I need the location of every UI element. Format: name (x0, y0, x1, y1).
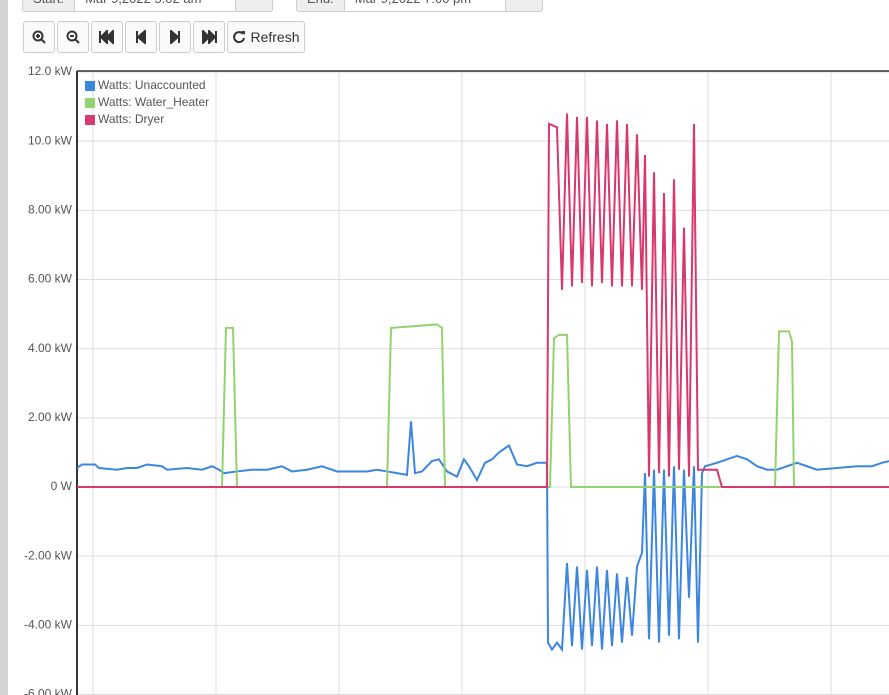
legend-swatch (85, 81, 95, 91)
start-input[interactable]: Mar 9,2022 5:02 am (75, 0, 237, 12)
last[interactable] (193, 21, 225, 53)
y-tick-label: 0 W (51, 479, 73, 493)
end-field: End: Mar 9,2022 7:00 pm (296, 0, 543, 12)
y-tick-label: 2.00 kW (28, 410, 73, 424)
start-calendar[interactable] (236, 0, 274, 12)
icon (233, 31, 246, 44)
icon (99, 30, 114, 44)
series-line (77, 113, 889, 488)
end-calendar[interactable] (505, 0, 543, 12)
start-field: Start: Mar 9,2022 5:02 am (22, 0, 274, 12)
series-line (77, 323, 889, 488)
y-tick-label: 8.00 kW (28, 203, 73, 217)
icon (170, 30, 180, 44)
refresh-button[interactable]: Refresh (227, 21, 305, 53)
legend-label: Watts: Water_Heater (98, 95, 209, 109)
y-tick-label: -2.00 kW (24, 548, 73, 562)
side-strip (0, 0, 8, 695)
end-input[interactable]: Mar 9,2022 7:00 pm (344, 0, 506, 12)
y-tick-label: 4.00 kW (28, 341, 73, 355)
legend-label: Watts: Unaccounted (98, 78, 206, 92)
icon (66, 30, 80, 44)
legend-swatch (85, 98, 95, 108)
series-line (76, 421, 889, 653)
refresh-label: Refresh (250, 29, 300, 45)
icon (136, 30, 146, 44)
y-tick-label: 10.0 kW (28, 133, 73, 147)
next[interactable] (159, 21, 191, 53)
legend-swatch (85, 115, 95, 125)
first[interactable] (91, 21, 123, 53)
y-tick-label: -6.00 kW (24, 687, 73, 695)
legend-label: Watts: Dryer (98, 112, 164, 126)
y-tick-label: 12.0 kW (28, 64, 73, 78)
icon (202, 30, 217, 44)
zoom-in[interactable] (23, 21, 55, 53)
y-tick-label: 6.00 kW (28, 272, 73, 286)
y-tick-label: -4.00 kW (24, 618, 73, 632)
zoom-out[interactable] (57, 21, 89, 53)
icon (32, 30, 46, 44)
end-label: End: (296, 0, 345, 12)
start-label: Start: (22, 0, 76, 12)
previous[interactable] (125, 21, 157, 53)
